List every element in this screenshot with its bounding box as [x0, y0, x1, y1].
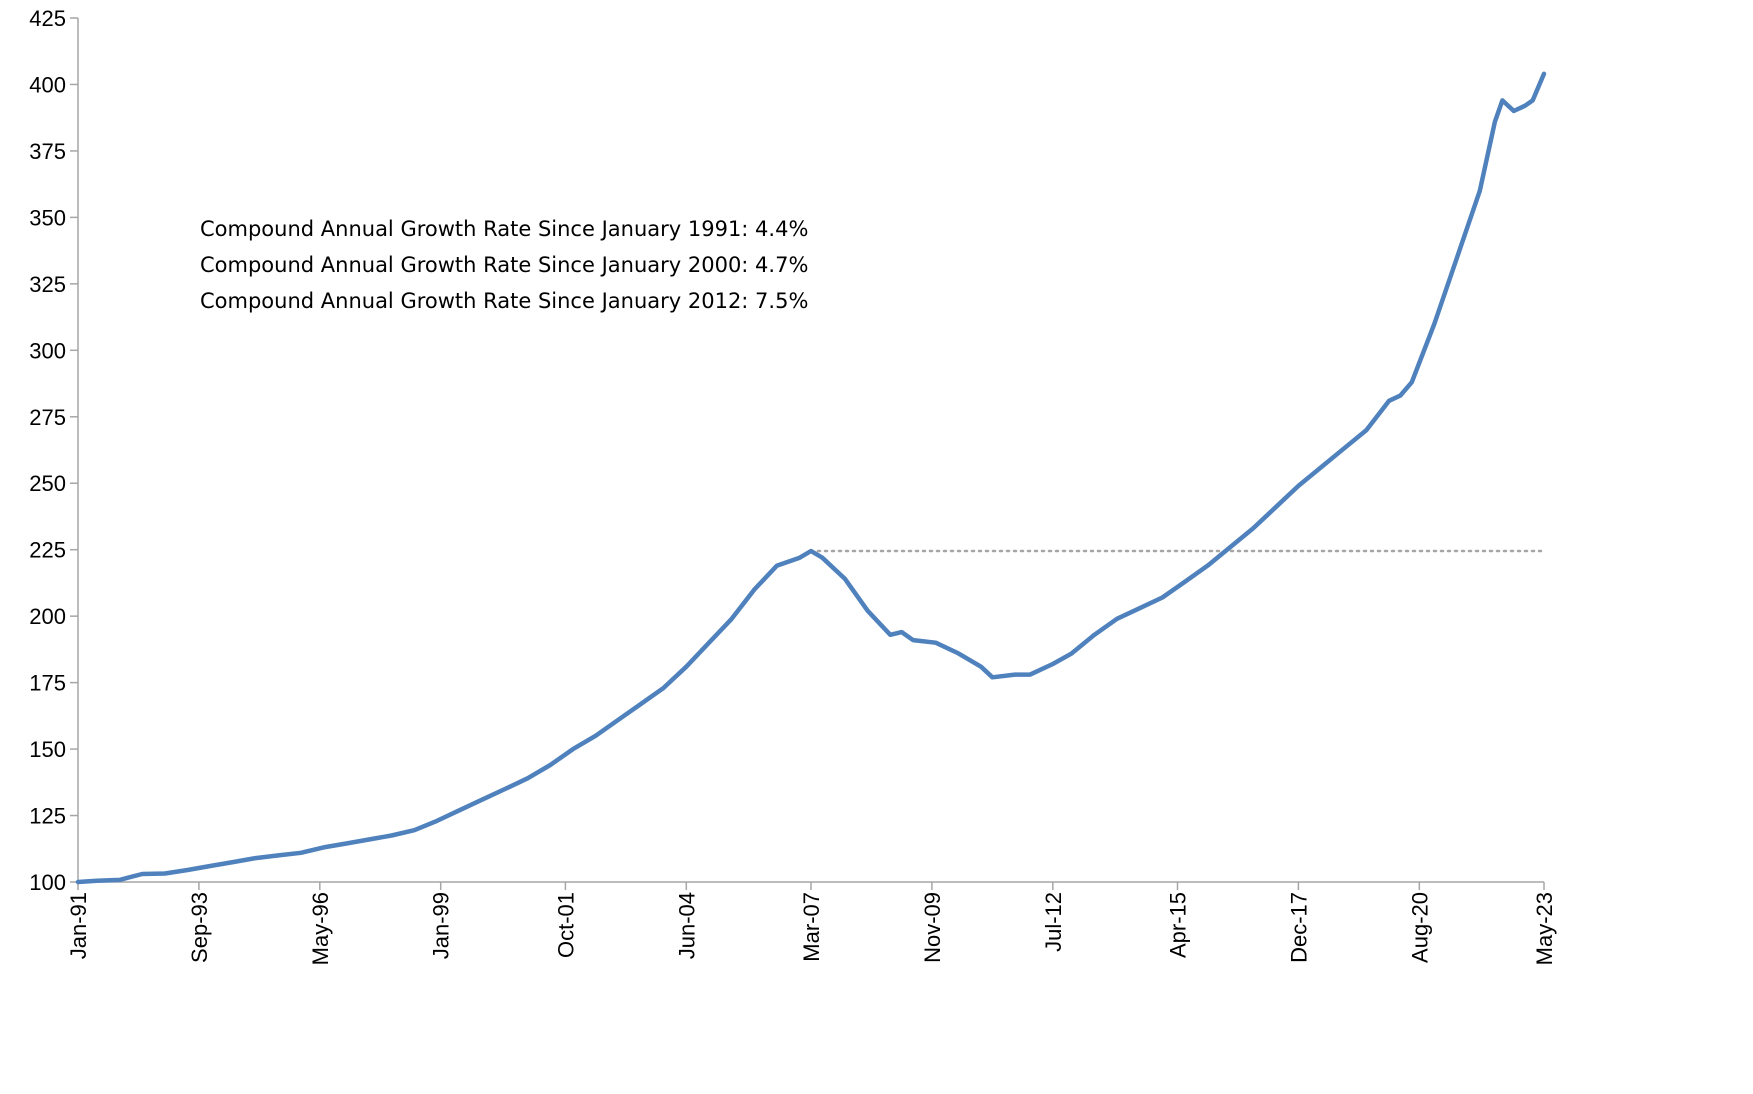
x-axis-ticks: Jan-91 Sep-93 May-96 Jan-99 Oct-01 Jun-04 Mar-…: [66, 882, 1557, 965]
x-tick-label: Jan-99: [429, 892, 454, 959]
y-tick-label: 400: [29, 72, 66, 97]
series-layer: [75, 71, 1547, 885]
y-tick-label: 100: [29, 870, 66, 895]
y-tick-label: 325: [29, 272, 66, 297]
x-tick-label: Mar-07: [799, 892, 824, 962]
y-tick-label: 225: [29, 538, 66, 563]
annotation-cagr-2000: Compound Annual Growth Rate Since Januar…: [200, 253, 808, 277]
y-tick-label: 350: [29, 205, 66, 230]
x-tick-label: Jan-91: [66, 892, 91, 959]
annotations: Compound Annual Growth Rate Since Januar…: [200, 217, 808, 313]
y-tick-label: 250: [29, 471, 66, 496]
x-tick-label: Oct-01: [553, 892, 578, 958]
annotation-cagr-1991: Compound Annual Growth Rate Since Januar…: [200, 217, 808, 241]
x-tick-label: Aug-20: [1407, 892, 1432, 963]
x-tick-label: May-23: [1532, 892, 1557, 965]
y-tick-label: 200: [29, 604, 66, 629]
y-tick-label: 150: [29, 737, 66, 762]
x-tick-label: Dec-17: [1286, 892, 1311, 963]
x-tick-label: Jun-04: [674, 892, 699, 959]
x-tick-label: Jul-12: [1041, 892, 1066, 952]
y-tick-label: 300: [29, 338, 66, 363]
x-tick-label: Sep-93: [187, 892, 212, 963]
x-tick-label: May-96: [308, 892, 333, 965]
x-tick-label: Nov-09: [920, 892, 945, 963]
x-tick-label: Apr-15: [1166, 892, 1191, 958]
y-tick-label: 275: [29, 405, 66, 430]
y-tick-label: 375: [29, 139, 66, 164]
y-tick-label: 125: [29, 804, 66, 829]
y-tick-label: 425: [29, 6, 66, 31]
y-tick-label: 175: [29, 671, 66, 696]
series-line: [75, 71, 1547, 885]
annotation-cagr-2012: Compound Annual Growth Rate Since Januar…: [200, 289, 808, 313]
y-axis-ticks: 100 125 150 175 200 225 250 275 300 325 350 375 400 4…: [29, 6, 78, 895]
